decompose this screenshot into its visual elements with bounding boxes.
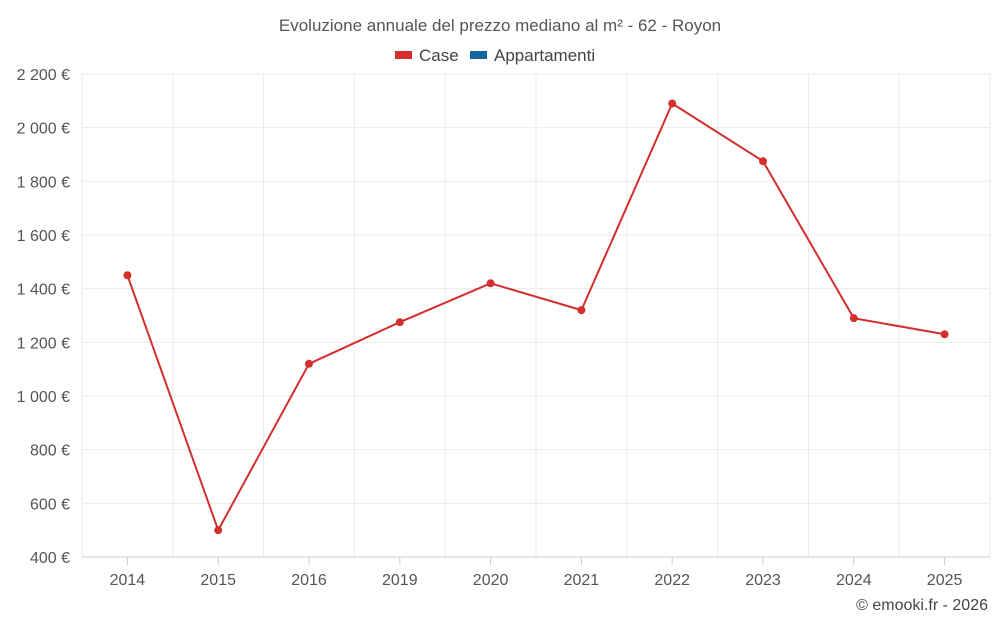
x-tick-label: 2016 — [291, 572, 327, 589]
y-tick-label: 2 200 € — [17, 67, 70, 84]
y-tick-label: 1 000 € — [17, 389, 70, 406]
x-tick-label: 2024 — [836, 572, 872, 589]
y-tick-label: 1 600 € — [17, 228, 70, 245]
data-point-case[interactable] — [940, 330, 949, 339]
x-tick-label: 2021 — [564, 572, 600, 589]
data-point-case[interactable] — [123, 271, 132, 280]
chart-title: Evoluzione annuale del prezzo mediano al… — [279, 16, 721, 35]
data-point-case[interactable] — [849, 314, 858, 323]
data-point-case[interactable] — [214, 526, 223, 535]
data-point-case[interactable] — [395, 318, 404, 327]
y-tick-label: 2 000 € — [17, 121, 70, 138]
x-tick-label: 2025 — [927, 572, 963, 589]
y-tick-label: 1 800 € — [17, 174, 70, 191]
data-point-case[interactable] — [668, 99, 677, 108]
data-point-case[interactable] — [759, 157, 767, 166]
legend: Case Appartamenti — [395, 46, 595, 65]
series-line-case — [126, 102, 945, 533]
data-point-case[interactable] — [305, 359, 313, 368]
data-point-case[interactable] — [577, 306, 586, 315]
legend-swatch-case — [395, 51, 412, 59]
x-tick-label: 2019 — [382, 572, 418, 589]
y-tick-label: 800 € — [30, 443, 70, 460]
y-tick-label: 400 € — [30, 550, 70, 567]
y-tick-label: 1 400 € — [17, 282, 70, 299]
grid — [81, 73, 991, 557]
x-tick-label: 2020 — [473, 572, 509, 589]
legend-swatch-appartamenti — [470, 51, 487, 59]
legend-label-case[interactable]: Case — [419, 46, 459, 65]
legend-label-appartamenti[interactable]: Appartamenti — [494, 46, 595, 65]
credit-text: © emooki.fr - 2026 — [856, 597, 988, 614]
series-case — [123, 99, 949, 535]
x-tick-label: 2022 — [654, 572, 690, 589]
axes: 400 € 600 € 800 € 1 000 € 1 200 € 1 400 € 1 60… — [17, 67, 990, 589]
y-tick-label: 1 200 € — [17, 335, 70, 352]
data-point-case[interactable] — [486, 279, 495, 288]
x-tick-label: 2014 — [110, 572, 146, 589]
x-tick-label: 2023 — [745, 572, 781, 589]
x-tick-label: 2015 — [200, 572, 236, 589]
y-tick-label: 600 € — [30, 496, 70, 513]
